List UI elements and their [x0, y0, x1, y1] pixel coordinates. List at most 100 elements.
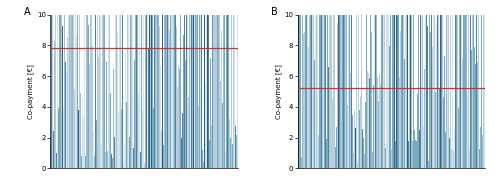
- Bar: [458, 108, 459, 168]
- Bar: [401, 15, 402, 168]
- Bar: [429, 15, 430, 168]
- Bar: [213, 15, 214, 168]
- Bar: [468, 15, 469, 168]
- Bar: [361, 15, 362, 168]
- Bar: [459, 15, 460, 168]
- Bar: [474, 47, 475, 168]
- Bar: [152, 15, 153, 168]
- Bar: [123, 164, 124, 168]
- Bar: [303, 33, 304, 168]
- Bar: [329, 23, 330, 168]
- Bar: [300, 15, 301, 168]
- Bar: [334, 15, 335, 168]
- Bar: [363, 138, 364, 168]
- Bar: [397, 15, 398, 168]
- Bar: [369, 15, 370, 168]
- Bar: [372, 134, 373, 168]
- Bar: [175, 15, 176, 168]
- Bar: [91, 15, 92, 168]
- Bar: [314, 60, 315, 168]
- Bar: [313, 15, 314, 168]
- Bar: [89, 139, 90, 168]
- Bar: [62, 36, 63, 168]
- Bar: [415, 140, 416, 168]
- Bar: [191, 15, 192, 168]
- Bar: [315, 15, 316, 168]
- Bar: [161, 130, 162, 168]
- Bar: [454, 130, 455, 168]
- Bar: [400, 52, 401, 168]
- Bar: [81, 156, 82, 168]
- Bar: [78, 110, 79, 168]
- Bar: [383, 15, 384, 168]
- Bar: [483, 15, 484, 168]
- Bar: [471, 50, 472, 168]
- Bar: [77, 15, 78, 168]
- Bar: [380, 15, 382, 168]
- Bar: [138, 94, 139, 168]
- Bar: [379, 15, 380, 168]
- Bar: [384, 15, 385, 168]
- Bar: [153, 108, 154, 168]
- Bar: [357, 163, 358, 168]
- Bar: [446, 15, 447, 168]
- Bar: [382, 15, 383, 168]
- Bar: [461, 15, 462, 168]
- Bar: [165, 15, 166, 168]
- Bar: [365, 102, 366, 168]
- Bar: [424, 69, 425, 168]
- Y-axis label: Co-payment [€]: Co-payment [€]: [275, 64, 281, 119]
- Bar: [403, 15, 404, 168]
- Bar: [448, 15, 449, 168]
- Bar: [393, 15, 394, 168]
- Bar: [75, 15, 76, 168]
- Bar: [163, 145, 164, 168]
- Y-axis label: Co-payment [€]: Co-payment [€]: [28, 64, 34, 119]
- Bar: [139, 15, 140, 168]
- Bar: [418, 15, 419, 168]
- Bar: [371, 32, 372, 168]
- Bar: [447, 15, 448, 168]
- Bar: [204, 15, 205, 168]
- Bar: [477, 62, 478, 168]
- Bar: [229, 15, 230, 168]
- Bar: [147, 15, 148, 168]
- Bar: [155, 15, 156, 168]
- Bar: [362, 135, 363, 168]
- Bar: [170, 15, 171, 168]
- Bar: [339, 141, 340, 168]
- Bar: [115, 15, 116, 168]
- Bar: [467, 96, 468, 168]
- Bar: [411, 15, 412, 168]
- Bar: [195, 15, 196, 168]
- Bar: [350, 15, 351, 168]
- Bar: [368, 73, 369, 168]
- Bar: [146, 15, 147, 168]
- Bar: [340, 15, 341, 168]
- Bar: [311, 15, 312, 168]
- Bar: [214, 15, 215, 168]
- Bar: [385, 148, 386, 168]
- Bar: [367, 71, 368, 168]
- Bar: [425, 15, 426, 168]
- Bar: [396, 15, 397, 168]
- Bar: [209, 77, 210, 168]
- Bar: [201, 15, 202, 168]
- Bar: [194, 15, 195, 168]
- Bar: [439, 38, 440, 168]
- Bar: [484, 15, 485, 168]
- Bar: [354, 111, 355, 168]
- Bar: [364, 154, 365, 168]
- Bar: [360, 126, 361, 168]
- Bar: [120, 15, 121, 168]
- Bar: [156, 15, 157, 168]
- Bar: [308, 47, 309, 168]
- Bar: [450, 57, 451, 168]
- Bar: [355, 128, 356, 168]
- Bar: [377, 77, 378, 168]
- Bar: [130, 15, 131, 168]
- Bar: [463, 15, 464, 168]
- Bar: [186, 15, 187, 168]
- Bar: [158, 15, 159, 168]
- Bar: [137, 15, 138, 168]
